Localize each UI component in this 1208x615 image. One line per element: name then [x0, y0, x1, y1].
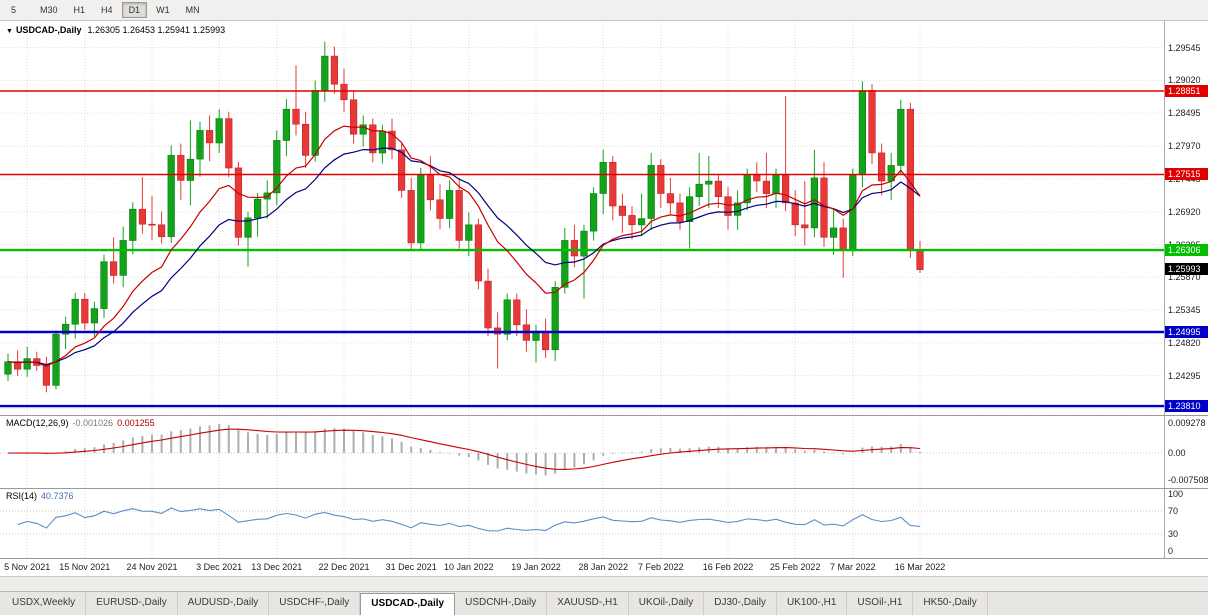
macd-axis-label: 0.009278 [1168, 418, 1206, 428]
main-chart-pane[interactable]: ▼ USDCAD-,Daily 1.26305 1.26453 1.25941 1.… [0, 20, 1164, 415]
x-axis-date-label: 15 Nov 2021 [59, 562, 111, 572]
macd-pane[interactable]: MACD(12,26,9) -0.001026 0.001255 [0, 415, 1164, 488]
timeframe-button-5[interactable]: 5 [11, 5, 17, 15]
price-level-badge-1-23810: 1.23810 [1165, 399, 1208, 412]
rsi-axis-label: 100 [1168, 489, 1184, 499]
candlestick-chart[interactable] [0, 20, 1164, 415]
chart-ohlc-values: 1.26305 1.26453 1.25941 1.25993 [87, 25, 226, 35]
y-axis-label: 1.28495 [1168, 108, 1201, 119]
chart-symbol-label: USDCAD-,Daily [15, 25, 82, 35]
tab-xauusd-h1[interactable]: XAUUSD-,H1 [547, 592, 629, 615]
price-level-badge-1-28851: 1.28851 [1165, 84, 1208, 97]
y-axis-label: 1.26920 [1168, 206, 1201, 217]
rsi-label: RSI(14) 40.7376 [6, 491, 74, 501]
tab-uk100-h1[interactable]: UK100-,H1 [777, 592, 848, 615]
x-axis-date-label: 16 Feb 2022 [702, 562, 754, 572]
rsi-chart[interactable] [0, 488, 1164, 558]
y-axis-label: 1.25345 [1168, 305, 1201, 316]
macd-axis-label: 0.00 [1168, 448, 1186, 458]
price-axis[interactable]: 1.295451.290201.284951.279701.274451.269… [1164, 20, 1208, 558]
pane-splitter-rsi[interactable] [0, 488, 1208, 489]
timeframe-button-mn[interactable]: MN [185, 5, 200, 15]
rsi-pane[interactable]: RSI(14) 40.7376 [0, 488, 1164, 558]
rsi-name: RSI(14) [6, 491, 38, 501]
x-axis-date-label: 10 Jan 2022 [444, 562, 494, 572]
current-price-badge: 1.25993 [1165, 263, 1208, 276]
chart-title: ▼ USDCAD-,Daily 1.26305 1.26453 1.25941 1.… [6, 25, 225, 35]
x-axis-date-label: 16 Mar 2022 [894, 562, 946, 572]
timeframe-button-m30[interactable]: M30 [40, 5, 58, 15]
x-axis-date-label: 7 Mar 2022 [830, 562, 876, 572]
symbol-marker-icon: ▼ [6, 28, 13, 35]
x-axis-date-label: 24 Nov 2021 [126, 562, 178, 572]
rsi-axis-label: 0 [1168, 546, 1174, 556]
macd-signal-value: 0.001255 [117, 418, 155, 428]
tab-usdcad-daily[interactable]: USDCAD-,Daily [360, 593, 456, 615]
y-axis-label: 1.29545 [1168, 42, 1201, 53]
tab-hk50-daily[interactable]: HK50-,Daily [913, 592, 988, 615]
timeframe-button-h4[interactable]: H4 [101, 5, 113, 15]
macd-chart[interactable] [0, 415, 1164, 488]
time-axis-divider [0, 558, 1208, 559]
x-axis-date-label: 31 Dec 2021 [385, 562, 437, 572]
rsi-axis-label: 30 [1168, 529, 1179, 539]
horizontal-scrollbar[interactable] [0, 576, 1208, 592]
y-axis-label: 1.24820 [1168, 337, 1201, 348]
timeframe-bar: 5 M30 H1 H4 D1 W1 MN [0, 0, 1208, 21]
tab-eurusd-daily[interactable]: EURUSD-,Daily [86, 592, 178, 615]
tab-dj30-daily[interactable]: DJ30-,Daily [704, 592, 777, 615]
x-axis-date-label: 22 Dec 2021 [318, 562, 370, 572]
x-axis-date-label: 25 Feb 2022 [769, 562, 821, 572]
tab-usoil-h1[interactable]: USOil-,H1 [847, 592, 914, 615]
time-axis[interactable]: 5 Nov 2021 15 Nov 2021 24 Nov 2021 3 Dec 20… [0, 559, 1208, 576]
chart-tabs-bar: USDX,Weekly EURUSD-,Daily AUDUSD-,Daily USD… [0, 591, 1208, 615]
x-axis-date-label: 28 Jan 2022 [578, 562, 628, 572]
tab-usdcnh-daily[interactable]: USDCNH-,Daily [455, 592, 548, 615]
tab-usdx-weekly[interactable]: USDX,Weekly [2, 592, 87, 615]
price-level-badge-1-26306: 1.26306 [1165, 243, 1208, 256]
x-axis-date-label: 19 Jan 2022 [511, 562, 561, 572]
rsi-value: 40.7376 [41, 491, 74, 501]
x-axis-date-label: 13 Dec 2021 [251, 562, 303, 572]
tab-usdchf-daily[interactable]: USDCHF-,Daily [269, 592, 361, 615]
timeframe-button-w1[interactable]: W1 [156, 5, 170, 15]
pane-splitter-macd[interactable] [0, 415, 1208, 416]
price-level-badge-1-27515: 1.27515 [1165, 168, 1208, 180]
y-axis-label: 1.27970 [1168, 141, 1201, 152]
macd-main-value: -0.001026 [72, 418, 114, 428]
macd-label: MACD(12,26,9) -0.001026 0.001255 [6, 418, 155, 428]
x-axis-date-label: 3 Dec 2021 [196, 562, 243, 572]
timeframe-button-d1[interactable]: D1 [121, 2, 148, 18]
rsi-axis-label: 70 [1168, 506, 1179, 516]
macd-axis-label: -0.007508 [1168, 475, 1208, 485]
y-axis-label: 1.24295 [1168, 370, 1201, 381]
x-axis-date-label: 5 Nov 2021 [4, 562, 51, 572]
macd-name: MACD(12,26,9) [6, 418, 69, 428]
tab-audusd-daily[interactable]: AUDUSD-,Daily [178, 592, 270, 615]
timeframe-button-h1[interactable]: H1 [73, 5, 86, 15]
y-axis-label: 1.25870 [1168, 272, 1201, 283]
x-axis-date-label: 7 Feb 2022 [638, 562, 684, 572]
price-level-badge-1-24995: 1.24995 [1165, 325, 1208, 338]
tab-ukoil-daily[interactable]: UKOil-,Daily [629, 592, 705, 615]
y-axis-label: 1.29020 [1168, 75, 1201, 86]
